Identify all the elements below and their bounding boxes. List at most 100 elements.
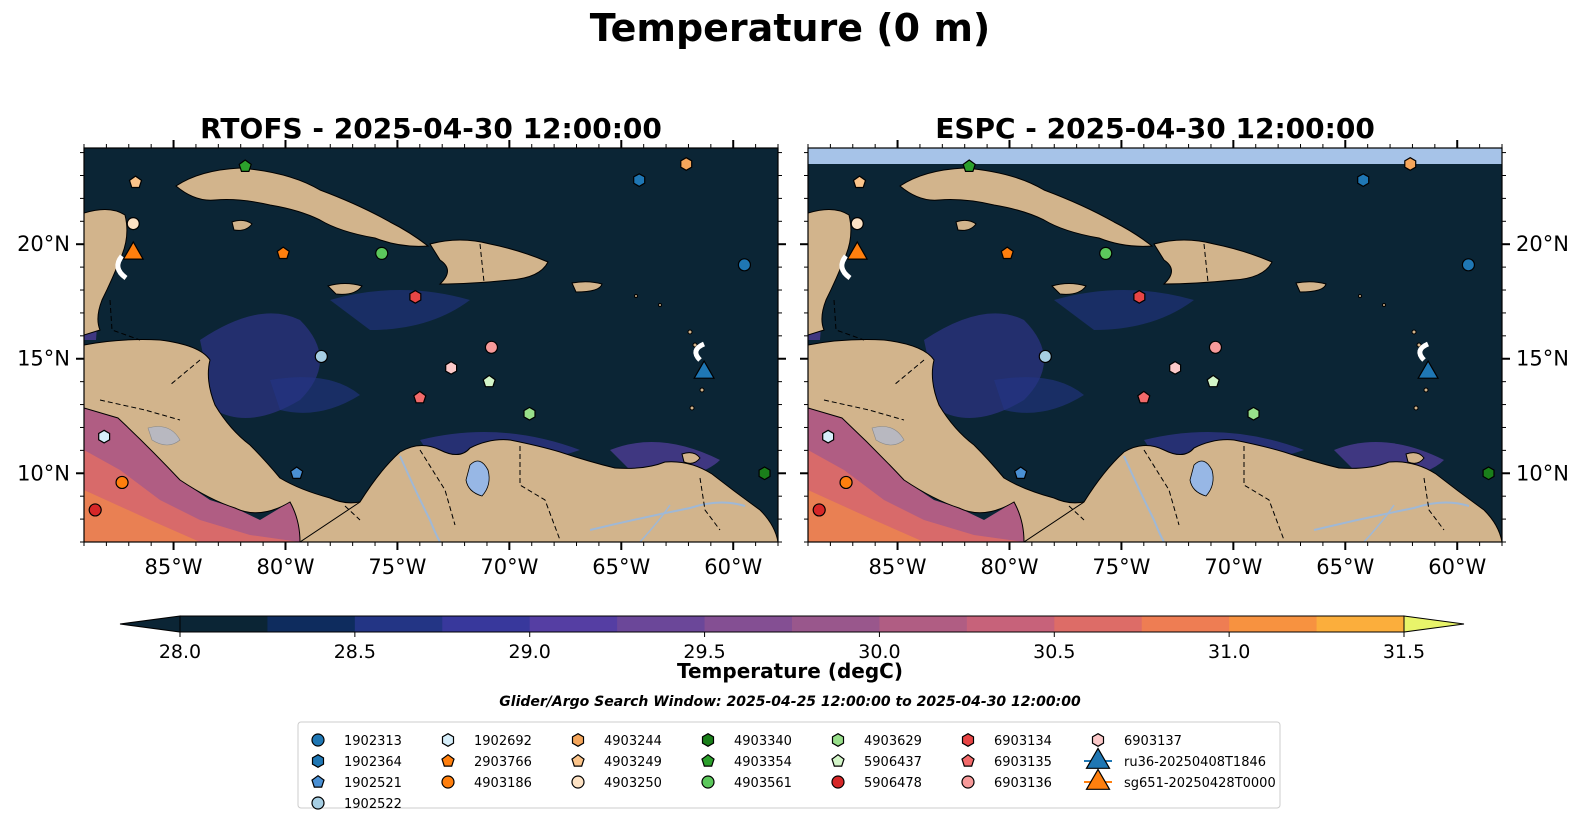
espc-ytick-label: 15°N	[1516, 347, 1569, 371]
colorbar-segment	[704, 616, 793, 632]
legend-marker-6903134	[961, 733, 975, 747]
espc-marker-6903137	[1169, 360, 1182, 375]
rtofs-ytick-label: 15°N	[17, 347, 70, 371]
rtofs-xtick-label: 80°W	[256, 555, 314, 579]
colorbar-tick-label: 28.0	[159, 641, 201, 663]
espc-panel: 85°W 80°W 75°W 70°W 65°W 60°W 10°N 15°N 20°N ESP…	[800, 112, 1569, 579]
rtofs-marker-4903629	[523, 406, 536, 421]
legend-marker-6903137	[1091, 733, 1105, 747]
espc-marker-4903244	[1404, 157, 1417, 171]
colorbar-segment	[617, 616, 706, 632]
rtofs-xtick-label: 75°W	[368, 555, 426, 579]
colorbar-tick-label: 30.5	[1033, 641, 1075, 663]
legend-label: 4903250	[604, 776, 662, 791]
legend-label: 4903354	[734, 755, 792, 770]
legend-label: 1902364	[344, 755, 402, 770]
rtofs-marker-ru36-20250408T1846	[693, 359, 716, 379]
espc-marker-1902692	[822, 429, 835, 444]
colorbar-tick-label: 29.5	[683, 641, 725, 663]
espc-xtick-label: 60°W	[1428, 555, 1486, 579]
espc-marker-4903629	[1247, 406, 1260, 421]
figure-title: Temperature (0 m)	[589, 6, 991, 50]
rtofs-marker-4903354	[238, 159, 252, 172]
espc-marker-4903340	[1482, 466, 1495, 481]
legend-marker-1902364	[311, 754, 325, 768]
legend-marker-4903250	[571, 775, 585, 789]
espc-marker-4903249	[852, 175, 867, 189]
legend-marker-5906437	[831, 753, 845, 767]
espc-xtick-label: 75°W	[1092, 555, 1150, 579]
colorbar-tick-label: 29.0	[509, 641, 551, 663]
legend-marker-1902521	[311, 774, 325, 788]
rtofs-marker-6903137	[445, 360, 458, 375]
rtofs-marker-4903561	[375, 246, 389, 260]
legend: 1902313 1902364 1902521 1902522 1902692 29037…	[297, 721, 1281, 812]
espc-marker-6903134	[1133, 289, 1146, 304]
rtofs-ytick-label: 20°N	[17, 232, 70, 256]
legend-label: ru36-20250408T1846	[1124, 755, 1266, 770]
espc-xtick-label: 85°W	[869, 555, 927, 579]
legend-label: 1902313	[344, 734, 402, 749]
legend-label: 6903135	[994, 755, 1052, 770]
colorbar: 28.0 28.5 29.0 29.5 30.0 30.5 31.0 31.5	[119, 615, 1465, 663]
espc-marker-4903250	[850, 216, 864, 231]
colorbar-tick-label: 30.0	[858, 641, 900, 663]
colorbar-segment	[1141, 616, 1230, 632]
espc-marker-1902313	[1461, 258, 1476, 272]
colorbar-extend-low	[119, 615, 181, 633]
espc-marker-1902521	[1013, 466, 1028, 479]
legend-marker-1902692	[441, 733, 455, 747]
legend-label: 4903340	[734, 734, 792, 749]
legend-marker-5906478	[831, 775, 845, 789]
espc-marker-ru36-20250408T1846	[1417, 359, 1440, 379]
legend-label: 6903136	[994, 776, 1052, 791]
legend-marker-1902313	[311, 733, 325, 747]
legend-marker-2903766	[441, 753, 455, 767]
legend-label: sg651-20250428T0000	[1124, 776, 1276, 791]
rtofs-ytick-label: 10°N	[17, 461, 70, 485]
legend-label: 1902522	[344, 797, 402, 812]
espc-nodata-band	[808, 148, 1502, 164]
rtofs-marker-4903340	[758, 466, 771, 481]
rtofs-marker-2903766	[276, 246, 290, 260]
legend-label: 4903629	[864, 734, 922, 749]
espc-marker-5906437	[1206, 374, 1220, 388]
espc-xtick-label: 70°W	[1204, 555, 1262, 579]
colorbar-segment	[1054, 616, 1143, 632]
legend-label: 4903561	[734, 776, 792, 791]
colorbar-segment	[1229, 616, 1318, 632]
legend-marker-1902522	[311, 796, 325, 810]
rtofs-marker-6903136	[484, 340, 499, 354]
rtofs-marker-5906478	[88, 503, 102, 517]
espc-marker-4903186	[839, 475, 853, 490]
rtofs-marker-4903250	[126, 216, 140, 231]
search-window-label: Glider/Argo Search Window: 2025-04-25 12…	[499, 694, 1081, 710]
colorbar-tick-label: 31.0	[1208, 641, 1250, 663]
rtofs-panel-title: RTOFS - 2025-04-30 12:00:00	[200, 112, 662, 145]
espc-xtick-label: 80°W	[980, 555, 1038, 579]
colorbar-segment	[442, 616, 531, 632]
colorbar-segment	[966, 616, 1055, 632]
rtofs-panel: 85°W 80°W 75°W 70°W 65°W 60°W 10°N 15°N 20°N RTO…	[17, 112, 786, 579]
rtofs-marker-1902313	[737, 258, 752, 272]
rtofs-marker-1902364	[633, 173, 646, 188]
colorbar-segment	[180, 616, 268, 632]
rtofs-marker-6903134	[409, 289, 422, 304]
colorbar-tick-label: 28.5	[334, 641, 376, 663]
espc-marker-2903766	[1000, 246, 1014, 260]
legend-marker-4903186	[441, 775, 455, 789]
colorbar-extend-high	[1403, 615, 1465, 633]
legend-label: 5906437	[864, 755, 922, 770]
espc-ytick-label: 10°N	[1516, 461, 1569, 485]
colorbar-tick-label: 31.5	[1383, 641, 1425, 663]
espc-marker-1902522	[1038, 349, 1052, 364]
espc-marker-5906478	[812, 503, 826, 517]
legend-marker-4903249	[571, 753, 585, 767]
rtofs-xtick-label: 65°W	[592, 555, 650, 579]
espc-marker-6903135	[1137, 390, 1151, 404]
rtofs-marker-1902521	[289, 466, 304, 479]
rtofs-xtick-label: 85°W	[145, 555, 203, 579]
espc-marker-6903136	[1208, 340, 1223, 354]
espc-ytick-label: 20°N	[1516, 232, 1569, 256]
legend-label: 4903186	[474, 776, 532, 791]
